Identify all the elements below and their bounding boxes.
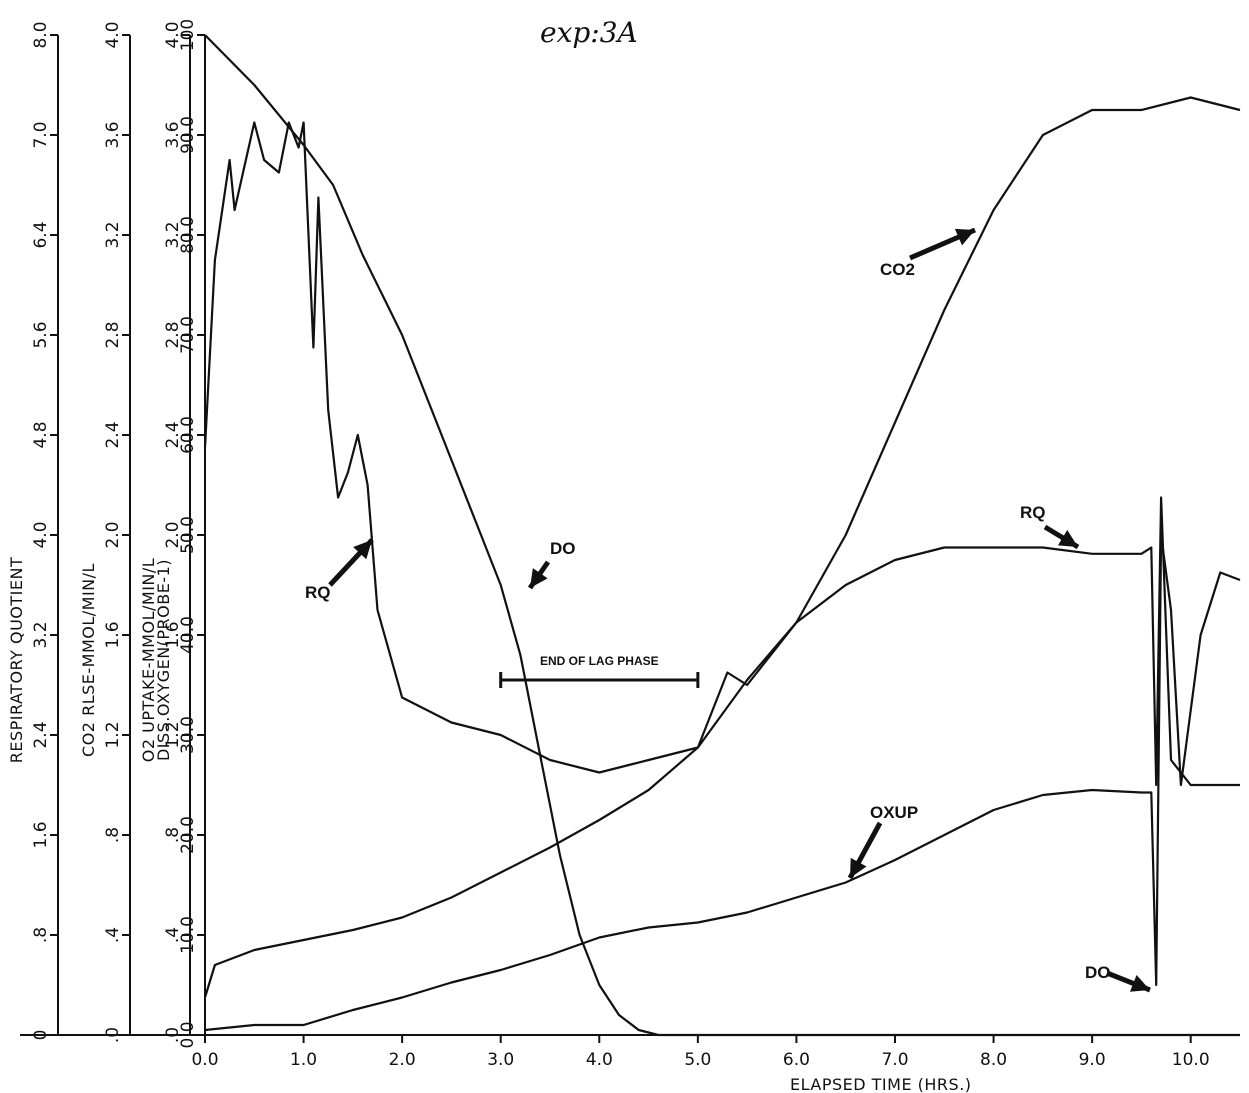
annotations: DO RQ CO2 OXUP RQ DO END OF LAG PHASE: [305, 227, 1151, 993]
y-tick-label-co2-rlse-mmol-min-l: 4.0: [103, 21, 123, 48]
y-tick-label-co2-rlse-mmol-min-l: 3.2: [103, 221, 123, 248]
y-tick-label-respiratory-quotient: 6.4: [31, 221, 51, 248]
y-tick-label-o2-uptake-mmol-min-l: 4.0: [163, 21, 183, 48]
y-tick-label-respiratory-quotient: 1.6: [31, 821, 51, 848]
x-tick-label: 8.0: [980, 1050, 1007, 1070]
y-tick-label-diss-oxygen-probe-1: 70.0: [178, 316, 198, 354]
annotation-do: DO: [550, 539, 576, 558]
series-co2: [203, 96, 1241, 998]
y-tick-label-co2-rlse-mmol-min-l: 2.4: [103, 421, 123, 448]
y-tick-label-diss-oxygen-probe-1: 50.0: [178, 516, 198, 554]
y-tick-label-o2-uptake-mmol-min-l: 3.2: [163, 221, 183, 248]
y-tick-label-respiratory-quotient: 7.0: [31, 121, 51, 148]
y-tick-label-respiratory-quotient: 4.0: [31, 521, 51, 548]
series-do: [204, 34, 1240, 1037]
y-tick-label-o2-uptake-mmol-min-l: 2.4: [163, 421, 183, 448]
x-tick-label: 7.0: [881, 1050, 908, 1070]
y-tick-label-o2-uptake-mmol-min-l: .4: [163, 927, 183, 943]
y-tick-label-o2-uptake-mmol-min-l: 3.6: [163, 121, 183, 148]
y-tick-label-diss-oxygen-probe-1: 20.0: [178, 816, 198, 854]
x-tick-label: 4.0: [586, 1050, 613, 1070]
y-tick-label-co2-rlse-mmol-min-l: .8: [103, 827, 123, 843]
y-axis-label-respiratory-quotient: RESPIRATORY QUOTIENT: [7, 557, 26, 763]
y-axis-label-co2-rlse-mmol-min-l: CO2 RLSE-MMOL/MIN/L: [79, 563, 98, 757]
annotation-rq: RQ: [1020, 503, 1046, 522]
x-tick-label: 0.0: [191, 1050, 218, 1070]
axes: 0.81.62.43.24.04.85.66.47.08.0RESPIRATOR…: [7, 19, 1240, 1070]
annotation-do-arrow-head: [1129, 975, 1150, 992]
y-tick-label-co2-rlse-mmol-min-l: 3.6: [103, 121, 123, 148]
y-tick-label-o2-uptake-mmol-min-l: 1.6: [163, 621, 183, 648]
y-tick-label-respiratory-quotient: 3.2: [31, 621, 51, 648]
y-tick-label-diss-oxygen-probe-1: 30.0: [178, 716, 198, 754]
x-tick-label: 9.0: [1079, 1050, 1106, 1070]
x-tick-label: 3.0: [487, 1050, 514, 1070]
x-tick-label: 5.0: [684, 1050, 711, 1070]
x-tick-label: 2.0: [389, 1050, 416, 1070]
annotation-oxup-arrow-head: [850, 857, 867, 878]
y-tick-label-diss-oxygen-probe-1: 10.0: [178, 916, 198, 954]
y-tick-label-diss-oxygen-probe-1: 100: [178, 19, 198, 51]
x-tick-label: 1.0: [290, 1050, 317, 1070]
y-tick-label-co2-rlse-mmol-min-l: .4: [103, 927, 123, 943]
y-tick-label-co2-rlse-mmol-min-l: 1.2: [103, 721, 123, 748]
y-tick-label-co2-rlse-mmol-min-l: 2.8: [103, 321, 123, 348]
y-tick-label-o2-uptake-mmol-min-l: .8: [163, 827, 183, 843]
series-group: [203, 34, 1241, 1037]
chart-title: exp:3A: [540, 16, 638, 49]
x-tick-label: 10.0: [1172, 1050, 1210, 1070]
y-tick-label-respiratory-quotient: 2.4: [31, 721, 51, 748]
x-tick-label: 6.0: [783, 1050, 810, 1070]
annotation-rq-arrow-head: [353, 540, 372, 560]
y-tick-label-diss-oxygen-probe-1: 40.0: [178, 616, 198, 654]
y-tick-label-co2-rlse-mmol-min-l: 2.0: [103, 521, 123, 548]
series-oxup: [204, 533, 1241, 1032]
y-tick-label-o2-uptake-mmol-min-l: 2.8: [163, 321, 183, 348]
series-rq: [203, 121, 1240, 787]
y-tick-label-o2-uptake-mmol-min-l: 1.2: [163, 721, 183, 748]
y-tick-label-diss-oxygen-probe-1: 90.0: [178, 116, 198, 154]
y-tick-label-co2-rlse-mmol-min-l: 1.6: [103, 621, 123, 648]
annotation-co2: CO2: [880, 260, 915, 279]
annotation-co2-arrow-head: [954, 228, 975, 246]
y-tick-label-diss-oxygen-probe-1: 80.0: [178, 216, 198, 254]
y-tick-label-diss-oxygen-probe-1: 60.0: [178, 416, 198, 454]
annotation-do: DO: [1085, 963, 1111, 982]
annotation-oxup: OXUP: [870, 803, 918, 822]
annotation-rq-arrow-head: [1057, 529, 1078, 547]
y-tick-label-respiratory-quotient: 8.0: [31, 21, 51, 48]
x-axis-label: ELAPSED TIME (HRS.): [790, 1075, 972, 1093]
y-axis-label-diss-oxygen-probe-1: DISS.OXYGEN(PROBE-1): [154, 559, 173, 761]
y-tick-label-respiratory-quotient: .8: [31, 927, 51, 943]
annotation-rq: RQ: [305, 583, 331, 602]
y-tick-label-o2-uptake-mmol-min-l: 2.0: [163, 521, 183, 548]
y-tick-label-respiratory-quotient: 4.8: [31, 421, 51, 448]
annotation-do-arrow-head: [530, 568, 548, 588]
annotation-end-of-lag-phase: END OF LAG PHASE: [540, 654, 659, 668]
y-tick-label-respiratory-quotient: 5.6: [31, 321, 51, 348]
y-axis-label-o2-uptake-mmol-min-l: O2 UPTAKE-MMOL/MIN/L: [139, 558, 158, 762]
